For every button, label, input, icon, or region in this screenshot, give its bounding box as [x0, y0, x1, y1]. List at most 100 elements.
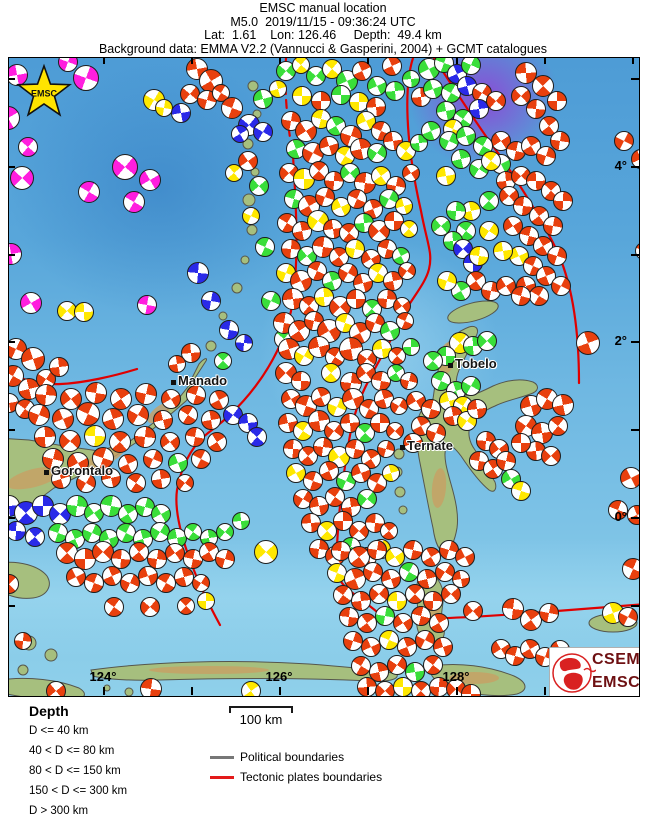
focal-mechanism [247, 427, 267, 447]
scale-label: 100 km [239, 712, 283, 727]
focal-mechanism [186, 385, 206, 405]
focal-mechanism [261, 291, 281, 311]
focal-mechanism [618, 607, 638, 627]
focal-mechanism [74, 302, 94, 322]
focal-mechanism [10, 166, 34, 190]
focal-mechanism [627, 505, 639, 525]
focal-mechanism [319, 461, 339, 481]
focal-mechanism [382, 58, 402, 76]
focal-mechanism [429, 613, 449, 633]
focal-mechanism [345, 239, 365, 259]
focal-mechanism [529, 286, 549, 306]
focal-mechanism [241, 681, 261, 696]
focal-mechanism [309, 496, 329, 516]
focal-mechanism [351, 591, 371, 611]
focal-mechanism [620, 467, 639, 489]
focal-mechanism [455, 547, 475, 567]
focal-mechanism [201, 410, 221, 430]
header-background-data: Background data: EMMA V2.2 (Vannucci & G… [98, 41, 548, 56]
focal-mechanism [379, 630, 399, 650]
focal-mechanism [333, 585, 353, 605]
focal-mechanism [49, 357, 69, 377]
depth-legend-item: 40 < D <= 80 km [29, 745, 115, 757]
focal-mechanism [622, 558, 639, 580]
focal-mechanism [127, 404, 149, 426]
focal-mechanism [536, 146, 556, 166]
focal-mechanism [367, 473, 387, 493]
focal-mechanism [396, 312, 414, 330]
axis-tick [9, 166, 15, 168]
focal-mechanism [503, 216, 523, 236]
focal-mechanism [156, 573, 176, 593]
axis-tick [279, 687, 281, 695]
focal-mechanism [433, 637, 453, 657]
focal-mechanism [249, 176, 269, 196]
focal-mechanism [42, 448, 64, 470]
focal-mechanism [215, 549, 235, 569]
focal-mechanism [291, 371, 311, 391]
axis-tick [9, 341, 15, 343]
focal-mechanism [382, 464, 400, 482]
focal-mechanism [469, 246, 489, 266]
scale-bar [229, 706, 293, 714]
focal-mechanism [209, 390, 229, 410]
latitude-label: 0° [614, 509, 627, 524]
focal-mechanism [375, 681, 395, 696]
city-marker [171, 380, 176, 385]
header-magnitude-time: M5.0 2019/11/15 - 09:36:24 UTC [230, 14, 416, 29]
focal-mechanism [493, 241, 513, 261]
focal-mechanism [165, 543, 185, 563]
latitude-label: 4° [614, 158, 627, 173]
focal-mechanism [399, 562, 419, 582]
focal-mechanism [363, 562, 383, 582]
focal-mechanism [351, 463, 371, 483]
focal-mechanism [331, 85, 351, 105]
focal-mechanism [339, 607, 359, 627]
focal-mechanism [423, 79, 443, 99]
focal-mechanism [393, 613, 413, 633]
sangihe-island-chain [205, 80, 262, 352]
focal-mechanism [451, 149, 471, 169]
focal-mechanism [18, 137, 38, 157]
focal-mechanism [403, 433, 423, 453]
epicenter-label: EMSC [31, 89, 58, 99]
focal-mechanism [395, 197, 413, 215]
island-morotai [447, 300, 499, 324]
focal-mechanism [342, 388, 364, 410]
focal-mechanism [177, 597, 195, 615]
focal-mechanism [317, 521, 337, 541]
focal-mechanism [138, 566, 158, 586]
focal-mechanism [118, 454, 138, 474]
focal-mechanism [216, 523, 234, 541]
focal-mechanism [110, 388, 132, 410]
focal-mechanism [25, 527, 45, 547]
focal-mechanism [357, 489, 377, 509]
focal-mechanism [168, 355, 186, 373]
focal-mechanism [385, 81, 405, 101]
focal-mechanism [385, 547, 405, 567]
focal-mechanism [84, 425, 106, 447]
focal-mechanism [58, 58, 78, 72]
focal-mechanism [76, 402, 100, 426]
focal-mechanism [235, 334, 253, 352]
focal-mechanism [361, 637, 381, 657]
focal-mechanism [311, 91, 331, 111]
focal-mechanism [293, 421, 313, 441]
focal-mechanism [502, 598, 524, 620]
focal-mechanism [28, 404, 50, 426]
logo-line1: CSEM [592, 651, 640, 668]
focal-mechanism [161, 389, 181, 409]
focal-mechanism [253, 122, 273, 142]
focal-mechanism [14, 632, 32, 650]
focal-mechanism [381, 569, 401, 589]
focal-mechanism [292, 58, 310, 74]
focal-mechanism [321, 363, 341, 383]
city-marker [44, 470, 49, 475]
focal-mechanism [345, 439, 365, 459]
city-marker [400, 445, 405, 450]
axis-tick [632, 58, 634, 64]
focal-mechanism [225, 164, 243, 182]
focal-mechanism [151, 504, 171, 524]
focal-mechanism [357, 613, 377, 633]
focal-mechanism [292, 221, 312, 241]
